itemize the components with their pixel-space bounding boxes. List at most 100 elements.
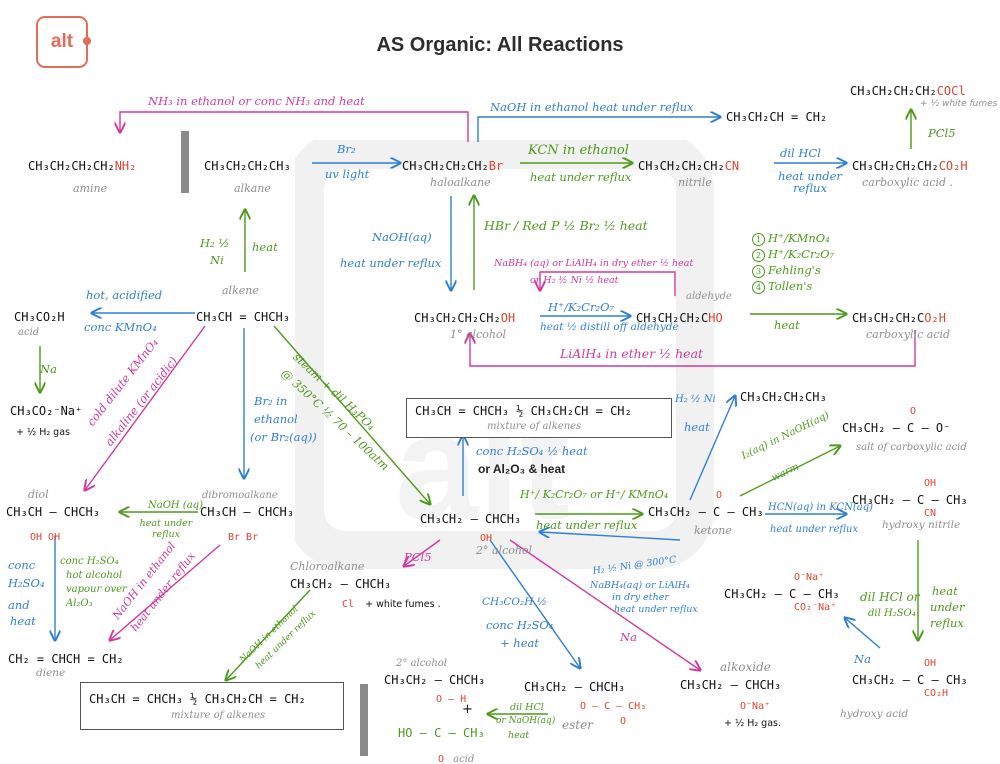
caption: diene [36, 667, 66, 679]
label-dry-ether: in dry ether [612, 592, 669, 603]
caption: hydroxy nitrile [882, 519, 961, 531]
substituent: O — C — CH₃ [580, 701, 647, 712]
label-pcl5-top: PCl5 [928, 126, 956, 140]
caption-hydroxy-acid: hydroxy acid [840, 708, 909, 720]
label-heat-right: heat [684, 420, 710, 434]
arrow-alcohol2-to-alkoxide [509, 539, 700, 670]
label-na-alkoxide: Na [620, 630, 637, 644]
brand-logo[interactable]: alt [36, 16, 91, 68]
compound-nitrile: CH₃CH₂CH₂CH₂CN nitrile [638, 159, 740, 189]
compound-carboxylic-acid: CH₃CH₂CH₂CH₂CO₂H carboxylic acid . [852, 159, 968, 189]
label-h2-ni: or H₂ ½ Ni ½ heat [530, 275, 619, 286]
caption: alkoxide [720, 660, 771, 674]
caption-ester: ester [562, 718, 593, 732]
label-under-r: under [930, 600, 965, 614]
substituent: O [438, 754, 445, 764]
label-conc-kmno4: conc KMnO₄ [84, 320, 157, 334]
page-title: AS Organic: All Reactions [376, 34, 624, 56]
compound-haloalkane: CH₃CH₂CH₂CH₂Br haloalkane [402, 159, 504, 189]
label-br2-aq: (or Br₂(aq)) [250, 430, 317, 444]
arrow-haloalkane-to-amine [120, 111, 469, 142]
caption: alkane [234, 182, 271, 195]
substituent: CN [924, 508, 937, 519]
label-naoh-aq-heat: heat under reflux [340, 256, 442, 270]
arrow-dibromo-to-diene [110, 544, 221, 640]
label-ethanoic-acid: CH₃CO₂H ½ [482, 596, 547, 608]
label-ox-ketone: H⁺/ K₂Cr₂O₇ or H⁺/ KMnO₄ [520, 488, 669, 501]
compound-butane: CH₃CH₂CH₂CH₃ [740, 390, 827, 404]
caption: acid [453, 754, 475, 764]
arrow-alcohol2-to-ester [489, 539, 580, 668]
label-dil-hcl-heat: heat under reflux [778, 169, 842, 195]
compound-disodium-salt: O⁻Na⁺ CH₃CH₂ — C — CH₃ CO₂⁻Na⁺ [724, 572, 840, 613]
compound-diene: CH₂ = CHCH = CH₂ diene [8, 652, 124, 679]
caption: 2° alcohol [476, 544, 533, 557]
label-br2-in: Br₂ in [254, 394, 288, 408]
caption: ketone [694, 524, 732, 537]
label-h-cr: H⁺/K₂Cr₂O₇ [548, 300, 615, 314]
plus-sign: + [462, 702, 473, 717]
label-hot-alcohol: hot alcohol [66, 570, 123, 581]
label-al2o3-2: Al₂O₃ [66, 598, 93, 609]
caption-alkene: alkene [222, 284, 259, 297]
label-uv-light: uv light [325, 167, 370, 181]
substituent: O — H [436, 694, 467, 705]
logo-dot [83, 37, 91, 45]
substituents: Br Br [228, 532, 259, 543]
substituent: OH [924, 658, 937, 669]
caption: acid [18, 327, 40, 338]
mixture-formula: CH₃CH = CHCH₃ ½ CH₃CH₂CH = CH₂ [415, 404, 632, 418]
arrow-ketone-to-carboxylate [739, 446, 840, 497]
note: + ½ H₂ gas [16, 427, 70, 438]
compound-dibromoalkane: dibromoalkane CH₃CH — CHCH₃ Br Br [200, 490, 294, 543]
label-pcl5: PCl5 [404, 550, 432, 564]
mixture-alkenes-box-bottom: CH₃CH = CHCH₃ ½ CH₃CH₂CH = CH₂ mixture o… [80, 682, 344, 730]
label-ox-heat: heat [774, 318, 800, 332]
watermark-logo [295, 140, 714, 569]
substituent: O⁻Na⁺ [794, 572, 825, 583]
label-reflux-r: reflux [930, 616, 964, 630]
caption: carboxylic acid [866, 328, 951, 341]
label-distill: heat ½ distill off aldehyde [540, 321, 679, 333]
label-hcn: HCN(aq) in KCN(aq) [768, 502, 874, 513]
compound-secondary-alcohol-bottom: 2° alcohol CH₃CH₂ — CHCH₃ O — H [384, 658, 486, 705]
caption-aldehyde: aldehyde [686, 291, 732, 302]
label-h2so4: H₂SO₄ [8, 576, 45, 590]
label-and: and [8, 598, 30, 612]
label-naoh-aq-2: NaOH (aq) [148, 500, 203, 511]
arrow-ketone-to-alcohol2 [540, 532, 681, 541]
label-ni: Ni [210, 253, 224, 267]
arrow-alkene-to-alcohol2 [273, 325, 430, 504]
label-heat-hydrolysis: heat [508, 730, 530, 741]
compound-ester: CH₃CH₂ — CHCH₃ O — C — CH₃ O [524, 680, 647, 727]
compound-carboxylate: O CH₃CH₂ — C — O⁻ salt of carboxylic aci… [842, 406, 967, 453]
arrow-hydroxyacid-to-disodium [845, 618, 881, 649]
caption: Chloroalkane [290, 560, 365, 573]
compound-aldehyde: CH₃CH₂CH₂CHO [636, 311, 723, 325]
compound-ketone: O CH₃CH₂ — C — CH₃ ketone [648, 490, 764, 537]
substituent: Cl [342, 599, 355, 610]
label-dil-hcl: dil HCl [780, 146, 821, 160]
caption: 1° alcohol [450, 328, 507, 341]
label-hot-kmno4: hot, acidified [86, 288, 163, 302]
label-hcn-heat: heat under reflux [770, 524, 859, 535]
substituent: O [716, 490, 723, 501]
label-br2: Br₂ [337, 142, 356, 156]
arrow-acid-to-alcohol [470, 330, 916, 367]
label-na: Na [40, 362, 57, 376]
compound-diol: diol CH₃CH — CHCH₃ OH OH [6, 488, 100, 543]
substituent: OH [924, 478, 937, 489]
label-hbr: HBr / Red P ½ Br₂ ½ heat [484, 218, 648, 233]
mixture-formula: CH₃CH = CHCH₃ ½ CH₃CH₂CH = CH₂ [89, 692, 306, 706]
caption: diol [28, 488, 49, 501]
label-conc-h2so4-ester: conc H₂SO₄ [486, 618, 554, 632]
label-kcn-ethanol: KCN in ethanol [528, 143, 629, 158]
compound-primary-alcohol: CH₃CH₂CH₂CH₂OH 1° alcohol [414, 311, 516, 341]
label-hot: conc H₂SO₄ [60, 556, 119, 567]
substituent: O [910, 406, 917, 417]
label-al2o3: or Al₂O₃ & heat [478, 462, 566, 476]
label-h2-ni-right: H₂ ½ Ni [675, 394, 716, 405]
label-ox-ketone-heat: heat under reflux [536, 518, 638, 532]
label-nabh4-b: NaBH₄(aq) or LiAlH₄ [590, 580, 690, 591]
caption: amine [73, 182, 108, 195]
